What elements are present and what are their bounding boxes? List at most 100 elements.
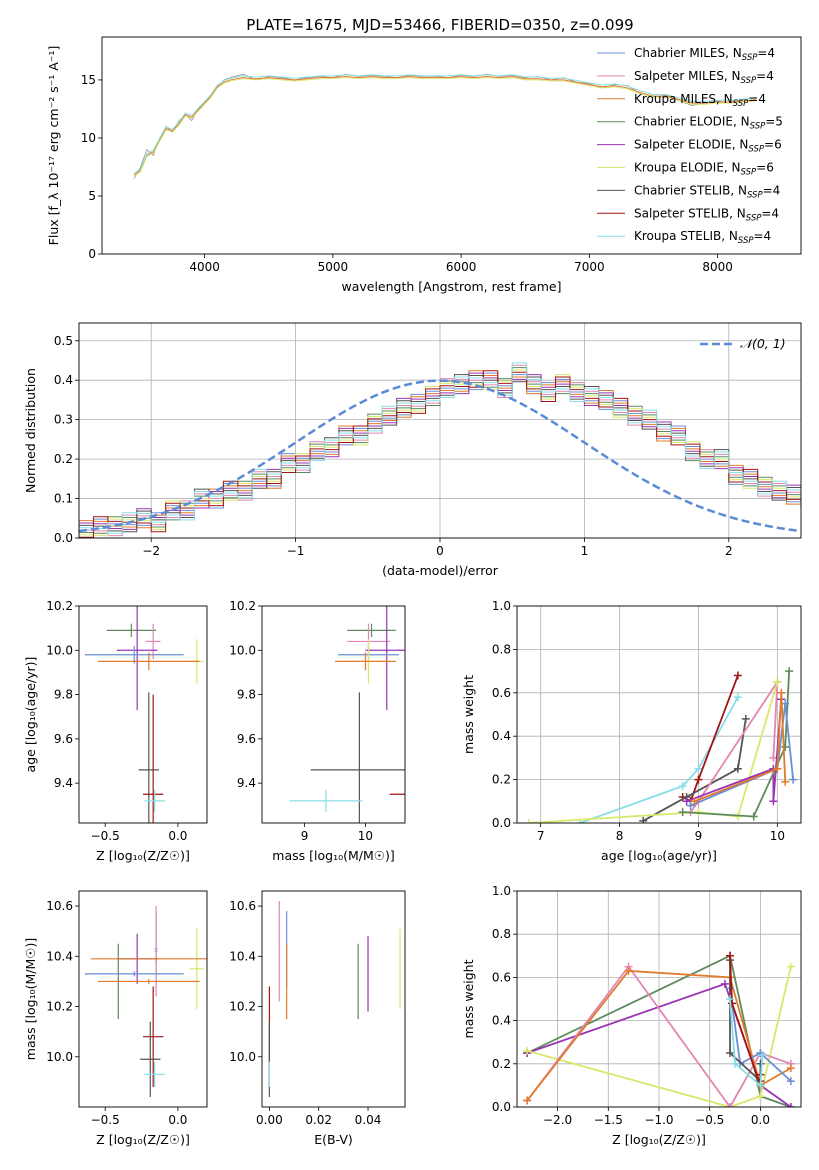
weight-marker — [720, 979, 729, 988]
axes-mass_vs_ebv: 0.00 0.02 0.04 10.0 10.2 10.4 10.6 E(B-V) — [229, 890, 406, 1147]
legend-suffix: =4 — [754, 229, 772, 243]
axes-frame — [101, 36, 802, 255]
xtick-label: 7 — [537, 829, 545, 843]
xtick-label: 0.00 — [256, 1113, 283, 1127]
xlabel: (data-model)/error — [382, 563, 499, 578]
legend-subscript: SSP — [741, 76, 757, 86]
weight-marker — [690, 797, 699, 806]
ylabel: mass weight — [461, 675, 476, 754]
plot-area-residuals — [79, 362, 801, 538]
legend-entry: Salpeter STELIB, NSSP=4 — [634, 206, 779, 223]
xlabel: Z [log₁₀(Z/Z☉)] — [96, 848, 190, 863]
ytick-label: 0.6 — [492, 970, 511, 984]
axes-age_vs_Z: −0.5 0.0 9.4 9.6 9.8 10.0 10.2 Z [log₁₀(Z/Z☉)] a… — [23, 599, 208, 863]
axes-frame — [261, 890, 406, 1108]
legend-suffix: =6 — [764, 138, 782, 152]
ytick-label: 10.4 — [46, 949, 73, 963]
legend-text: Kroupa STELIB, N — [634, 229, 738, 243]
xtick-label: 5000 — [318, 260, 349, 274]
xlabel: Z [log₁₀(Z/Z☉)] — [96, 1132, 190, 1147]
weight-marker — [756, 1081, 765, 1090]
legend-entry: Kroupa MILES, NSSP=4 — [634, 92, 766, 109]
weight-marker — [789, 775, 798, 784]
axes-age_vs_mass: 9 10 9.4 9.6 9.8 10.0 10.2 mass [log₁₀(M/M☉)] — [229, 599, 406, 863]
weight-line — [642, 718, 747, 822]
weight-marker — [758, 1051, 767, 1060]
legend-suffix: =4 — [757, 46, 775, 60]
ytick-label: 10.0 — [229, 643, 256, 657]
weight-marker — [733, 671, 742, 680]
weight-line — [686, 699, 783, 803]
xtick-label: −2.0 — [543, 1113, 572, 1127]
xtick-label: −0.5 — [91, 829, 120, 843]
xtick-label: 0.0 — [168, 829, 187, 843]
weight-marker — [694, 775, 703, 784]
legend-entry: Salpeter MILES, NSSP=4 — [634, 69, 774, 86]
weight-marker — [523, 1046, 532, 1055]
legend-text: Salpeter STELIB, N — [634, 206, 746, 220]
weight-marker — [639, 816, 648, 823]
weight-marker — [786, 1064, 795, 1073]
xtick-label: 4000 — [189, 260, 220, 274]
weight-line — [526, 966, 792, 1107]
weight-line — [526, 965, 792, 1107]
gaussian-curve — [79, 379, 801, 533]
xlabel: mass [log₁₀(M/M☉)] — [272, 848, 394, 863]
weight-line — [694, 692, 787, 803]
weight-marker — [726, 1049, 734, 1057]
xlabel: E(B-V) — [314, 1132, 353, 1147]
weight-marker — [733, 764, 742, 773]
ytick-label: 0.5 — [54, 334, 73, 348]
xtick-label: 10 — [358, 829, 373, 843]
legend-subscript: SSP — [733, 99, 749, 109]
legend-text: Chabrier MILES, N — [634, 46, 742, 60]
ytick-label: 0.3 — [54, 413, 73, 427]
xtick-label: 10 — [770, 829, 785, 843]
axes-weight_vs_Z: −2.0 −1.5 −1.0 −0.5 0.0 0.0 0.2 0.4 0.6 0.8 1.0 Z [… — [461, 884, 802, 1147]
ytick-label: 10.2 — [46, 1000, 73, 1014]
legend-text: Kroupa MILES, N — [634, 92, 733, 106]
legend-entry: Salpeter ELODIE, NSSP=6 — [634, 138, 782, 155]
weight-marker — [678, 782, 687, 791]
ytick-label: 0.4 — [54, 373, 73, 387]
ytick-label: 0.8 — [492, 927, 511, 941]
legend-text: Kroupa ELODIE, N — [634, 161, 741, 175]
ytick-label: 0 — [88, 247, 96, 261]
legend-entry: Chabrier MILES, NSSP=4 — [634, 46, 775, 63]
weight-marker — [773, 677, 782, 686]
weight-marker — [728, 999, 737, 1008]
legend-entry: Kroupa STELIB, NSSP=4 — [634, 229, 771, 246]
weight-line — [690, 703, 795, 807]
weight-marker — [726, 951, 734, 960]
xlabel: Z [log₁₀(Z/Z☉)] — [612, 1132, 706, 1147]
weight-marker — [786, 962, 795, 971]
ylabel: Normed distribution — [23, 368, 38, 493]
legend-subscript: SSP — [747, 190, 763, 200]
weight-marker — [682, 797, 691, 806]
legend-suffix: =4 — [756, 69, 774, 83]
xtick-label: 0.0 — [751, 1113, 770, 1127]
xtick-label: 0.04 — [355, 1113, 382, 1127]
ytick-label: 9.8 — [54, 688, 73, 702]
weight-marker — [686, 801, 695, 810]
xtick-label: −0.5 — [695, 1113, 724, 1127]
axes-frame — [78, 890, 208, 1108]
weight-marker — [726, 1103, 734, 1107]
legend-suffix: =5 — [765, 115, 783, 129]
ytick-label: 10.0 — [46, 1050, 73, 1064]
axes-residuals: −2 −1 0 1 2 0.0 0.1 0.2 0.3 0.4 0.5 (data-model)/er… — [23, 322, 802, 578]
weight-marker — [785, 667, 794, 676]
ytick-label: 0.0 — [54, 531, 73, 545]
legend-subscript: SSP — [742, 53, 758, 63]
legend-subscript: SSP — [741, 168, 757, 178]
axes-frame — [261, 605, 406, 824]
weight-marker — [786, 1077, 795, 1086]
weight-marker — [733, 693, 742, 702]
ytick-label: 0.6 — [492, 686, 511, 700]
legend-text: Salpeter ELODIE, N — [634, 138, 748, 152]
ytick-label: 5 — [88, 189, 96, 203]
axes-mass_vs_Z: −0.5 0.0 10.0 10.2 10.4 10.6 Z [log₁₀(Z/Z☉)] ma… — [23, 890, 208, 1147]
axes-frame — [78, 605, 208, 824]
ytick-label: 10.0 — [229, 1050, 256, 1064]
weight-marker — [781, 777, 790, 786]
